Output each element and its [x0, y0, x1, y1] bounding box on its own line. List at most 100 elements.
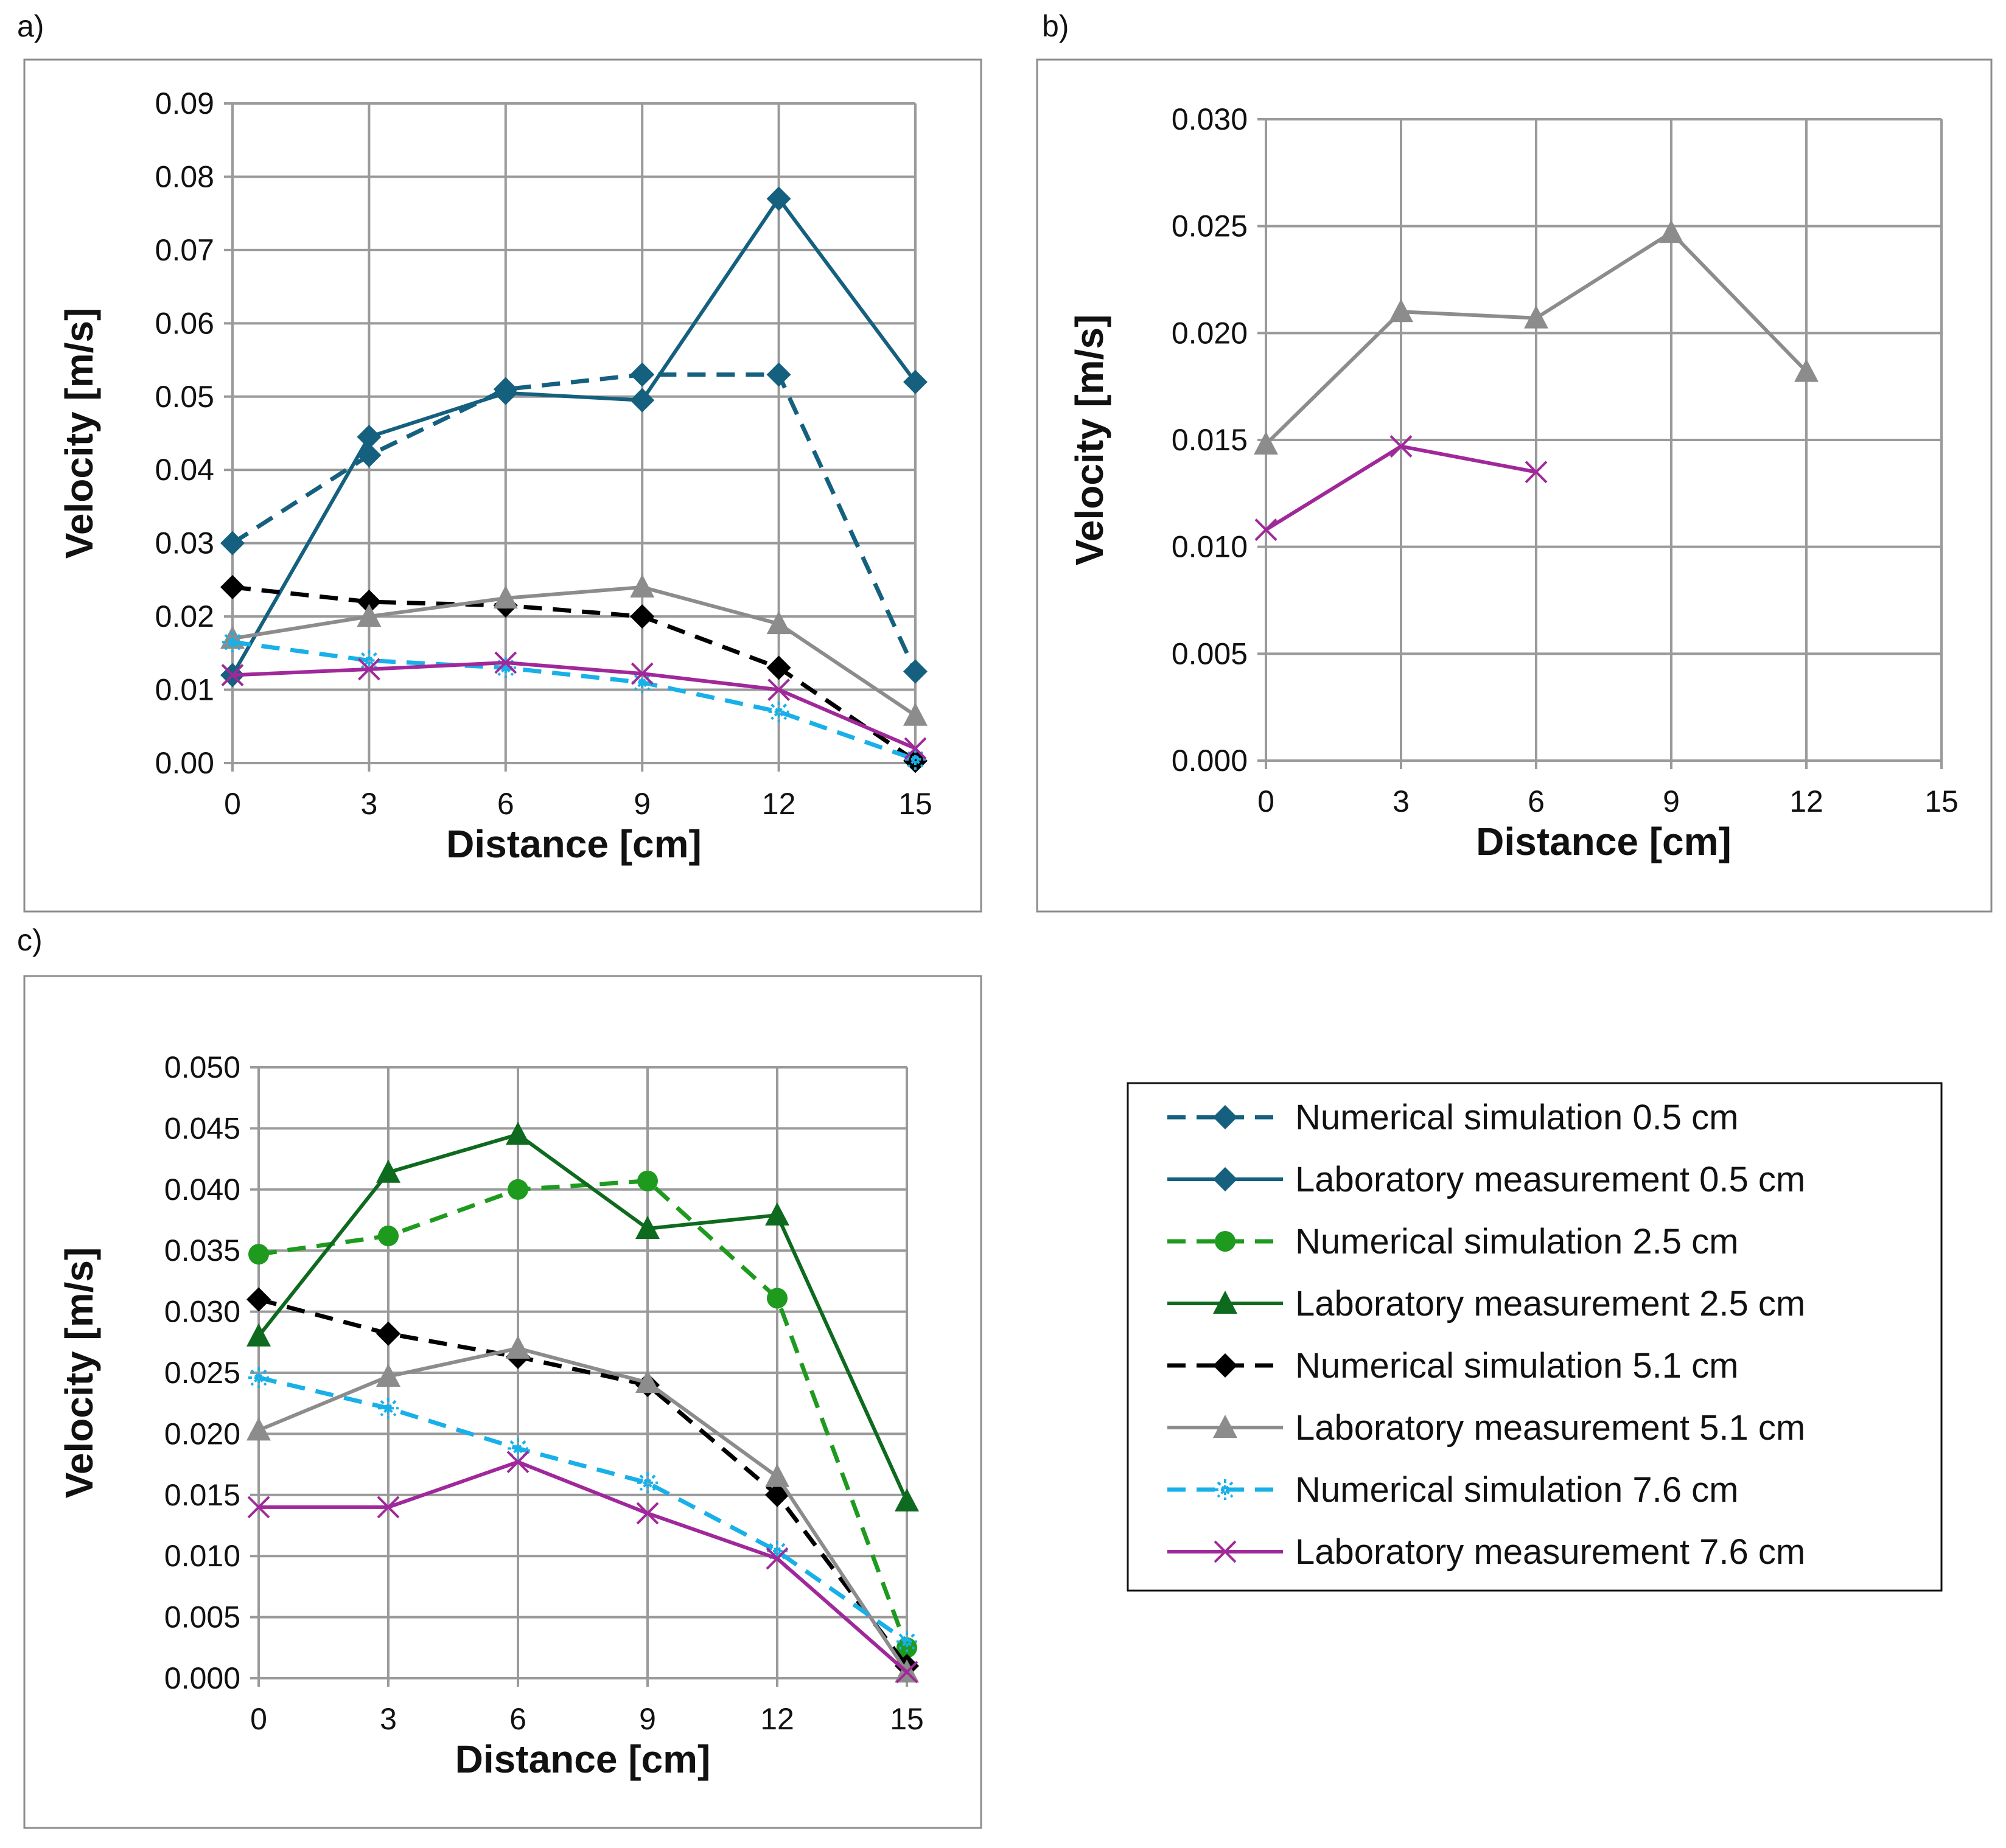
data-point — [635, 1370, 660, 1393]
data-point — [1524, 305, 1548, 329]
data-point — [1389, 299, 1413, 323]
marker-stroke — [380, 1400, 397, 1417]
series-line — [258, 1297, 909, 1668]
legend-item-lm51: Laboratory measurement 5.1 cm — [1167, 1408, 1805, 1448]
marker-stroke — [771, 703, 788, 720]
x-tick-label: 6 — [1528, 784, 1545, 818]
marker-stroke — [639, 1474, 656, 1491]
data-point — [766, 1547, 789, 1570]
chart-frame — [23, 975, 982, 1829]
series-line — [258, 1179, 909, 1649]
y-tick-label: 0.07 — [155, 233, 214, 267]
series-line — [232, 585, 917, 763]
y-tick-label: 0.09 — [155, 86, 214, 120]
marker-stroke — [1214, 1540, 1237, 1563]
data-point — [376, 1321, 400, 1346]
data-point — [637, 1472, 658, 1493]
chart-panel-b: b) 0.000 0.005 0.010 0.015 0.020 0.025 0.030 0 3 6… — [1036, 9, 1993, 913]
series-line — [231, 372, 918, 672]
chart-frame — [23, 58, 982, 913]
marker-stroke — [639, 1474, 656, 1491]
marker-stroke — [898, 1633, 915, 1650]
data-point — [630, 574, 655, 598]
series-lm05 — [220, 186, 928, 688]
marker-stroke — [360, 652, 377, 669]
legend-label: Numerical simulation 2.5 cm — [1295, 1222, 1738, 1261]
data-point — [767, 1288, 788, 1309]
y-tick-label: 0.015 — [1172, 423, 1248, 457]
y-axis-title: Velocity [m/s] — [1068, 315, 1111, 566]
x-tick-label: 3 — [1393, 784, 1410, 818]
marker-stroke — [636, 1502, 659, 1525]
y-tick-label: 0.000 — [1172, 744, 1248, 778]
marker-stroke — [250, 1369, 267, 1386]
data-point — [248, 1367, 269, 1389]
legend-marker — [1215, 1231, 1235, 1252]
x-axis-title: Distance [cm] — [446, 822, 702, 866]
marker-stroke — [771, 703, 788, 720]
data-point — [1254, 431, 1278, 455]
data-point — [506, 1451, 529, 1473]
series-line — [231, 197, 917, 676]
legend-label: Laboratory measurement 2.5 cm — [1295, 1284, 1805, 1323]
legend-label: Numerical simulation 0.5 cm — [1295, 1098, 1738, 1137]
legend-label: Laboratory measurement 0.5 cm — [1295, 1160, 1805, 1199]
data-point — [767, 678, 791, 701]
data-point — [895, 1488, 919, 1512]
data-point — [377, 1496, 400, 1519]
y-tick-label: 0.010 — [164, 1539, 240, 1573]
data-point — [357, 604, 382, 627]
data-point — [1525, 461, 1548, 484]
data-point — [768, 701, 789, 722]
series-lm76 — [1254, 435, 1548, 541]
x-tick-label: 15 — [890, 1702, 924, 1736]
marker-stroke — [767, 678, 791, 701]
y-tick-label: 0.05 — [155, 380, 214, 414]
series-line — [259, 1460, 908, 1674]
x-tick-label: 3 — [360, 787, 377, 821]
x-tick-label: 15 — [898, 787, 932, 821]
y-tick-label: 0.08 — [155, 159, 214, 194]
y-tick-label: 0.035 — [164, 1233, 240, 1267]
data-point — [766, 611, 791, 635]
chart-frame — [1036, 58, 1993, 913]
x-tick-label: 12 — [762, 787, 796, 821]
data-point — [246, 1417, 271, 1441]
marker-stroke — [769, 1543, 786, 1560]
data-point — [378, 1226, 399, 1247]
data-point — [903, 702, 928, 726]
legend-marker — [1213, 1415, 1237, 1438]
x-axis-title: Distance [cm] — [1476, 820, 1732, 863]
data-point — [246, 1323, 271, 1347]
legend-marker — [1213, 1167, 1237, 1191]
x-tick-label: 12 — [760, 1702, 794, 1736]
marker-stroke — [506, 1451, 529, 1473]
data-point — [246, 1287, 271, 1312]
y-tick-label: 0.030 — [164, 1295, 240, 1329]
data-point — [630, 362, 655, 387]
marker-stroke — [494, 651, 517, 674]
x-tick-label: 6 — [497, 787, 514, 821]
series-line — [257, 1132, 909, 1502]
y-tick-label: 0.005 — [1172, 636, 1248, 671]
data-point — [903, 659, 928, 684]
chart-panel-c: c) 0.000 0.005 0.010 0.015 0.020 0.025 0.030 0.0… — [17, 923, 982, 1829]
y-tick-label: 0.045 — [164, 1111, 240, 1145]
chart-panel-a: a) 0.00 0.01 0.02 0.03 0.04 0.05 0.06 0.07 0.08 0.… — [17, 9, 982, 913]
x-tick-label: 6 — [509, 1702, 526, 1736]
legend-marker — [1213, 1291, 1237, 1314]
gridlines — [1257, 118, 1943, 769]
data-point — [630, 604, 655, 629]
data-point — [766, 362, 791, 387]
data-point — [220, 531, 245, 556]
y-tick-label: 0.03 — [155, 526, 214, 560]
data-point — [357, 425, 382, 450]
series-line — [232, 640, 917, 762]
y-tick-label: 0.010 — [1172, 530, 1248, 564]
y-tick-label: 0.04 — [155, 453, 214, 487]
series-ns51 — [246, 1287, 919, 1678]
legend: Numerical simulation 0.5 cm Laboratory me… — [1127, 1082, 1943, 1592]
data-point — [506, 1335, 530, 1359]
data-point — [895, 1661, 918, 1684]
